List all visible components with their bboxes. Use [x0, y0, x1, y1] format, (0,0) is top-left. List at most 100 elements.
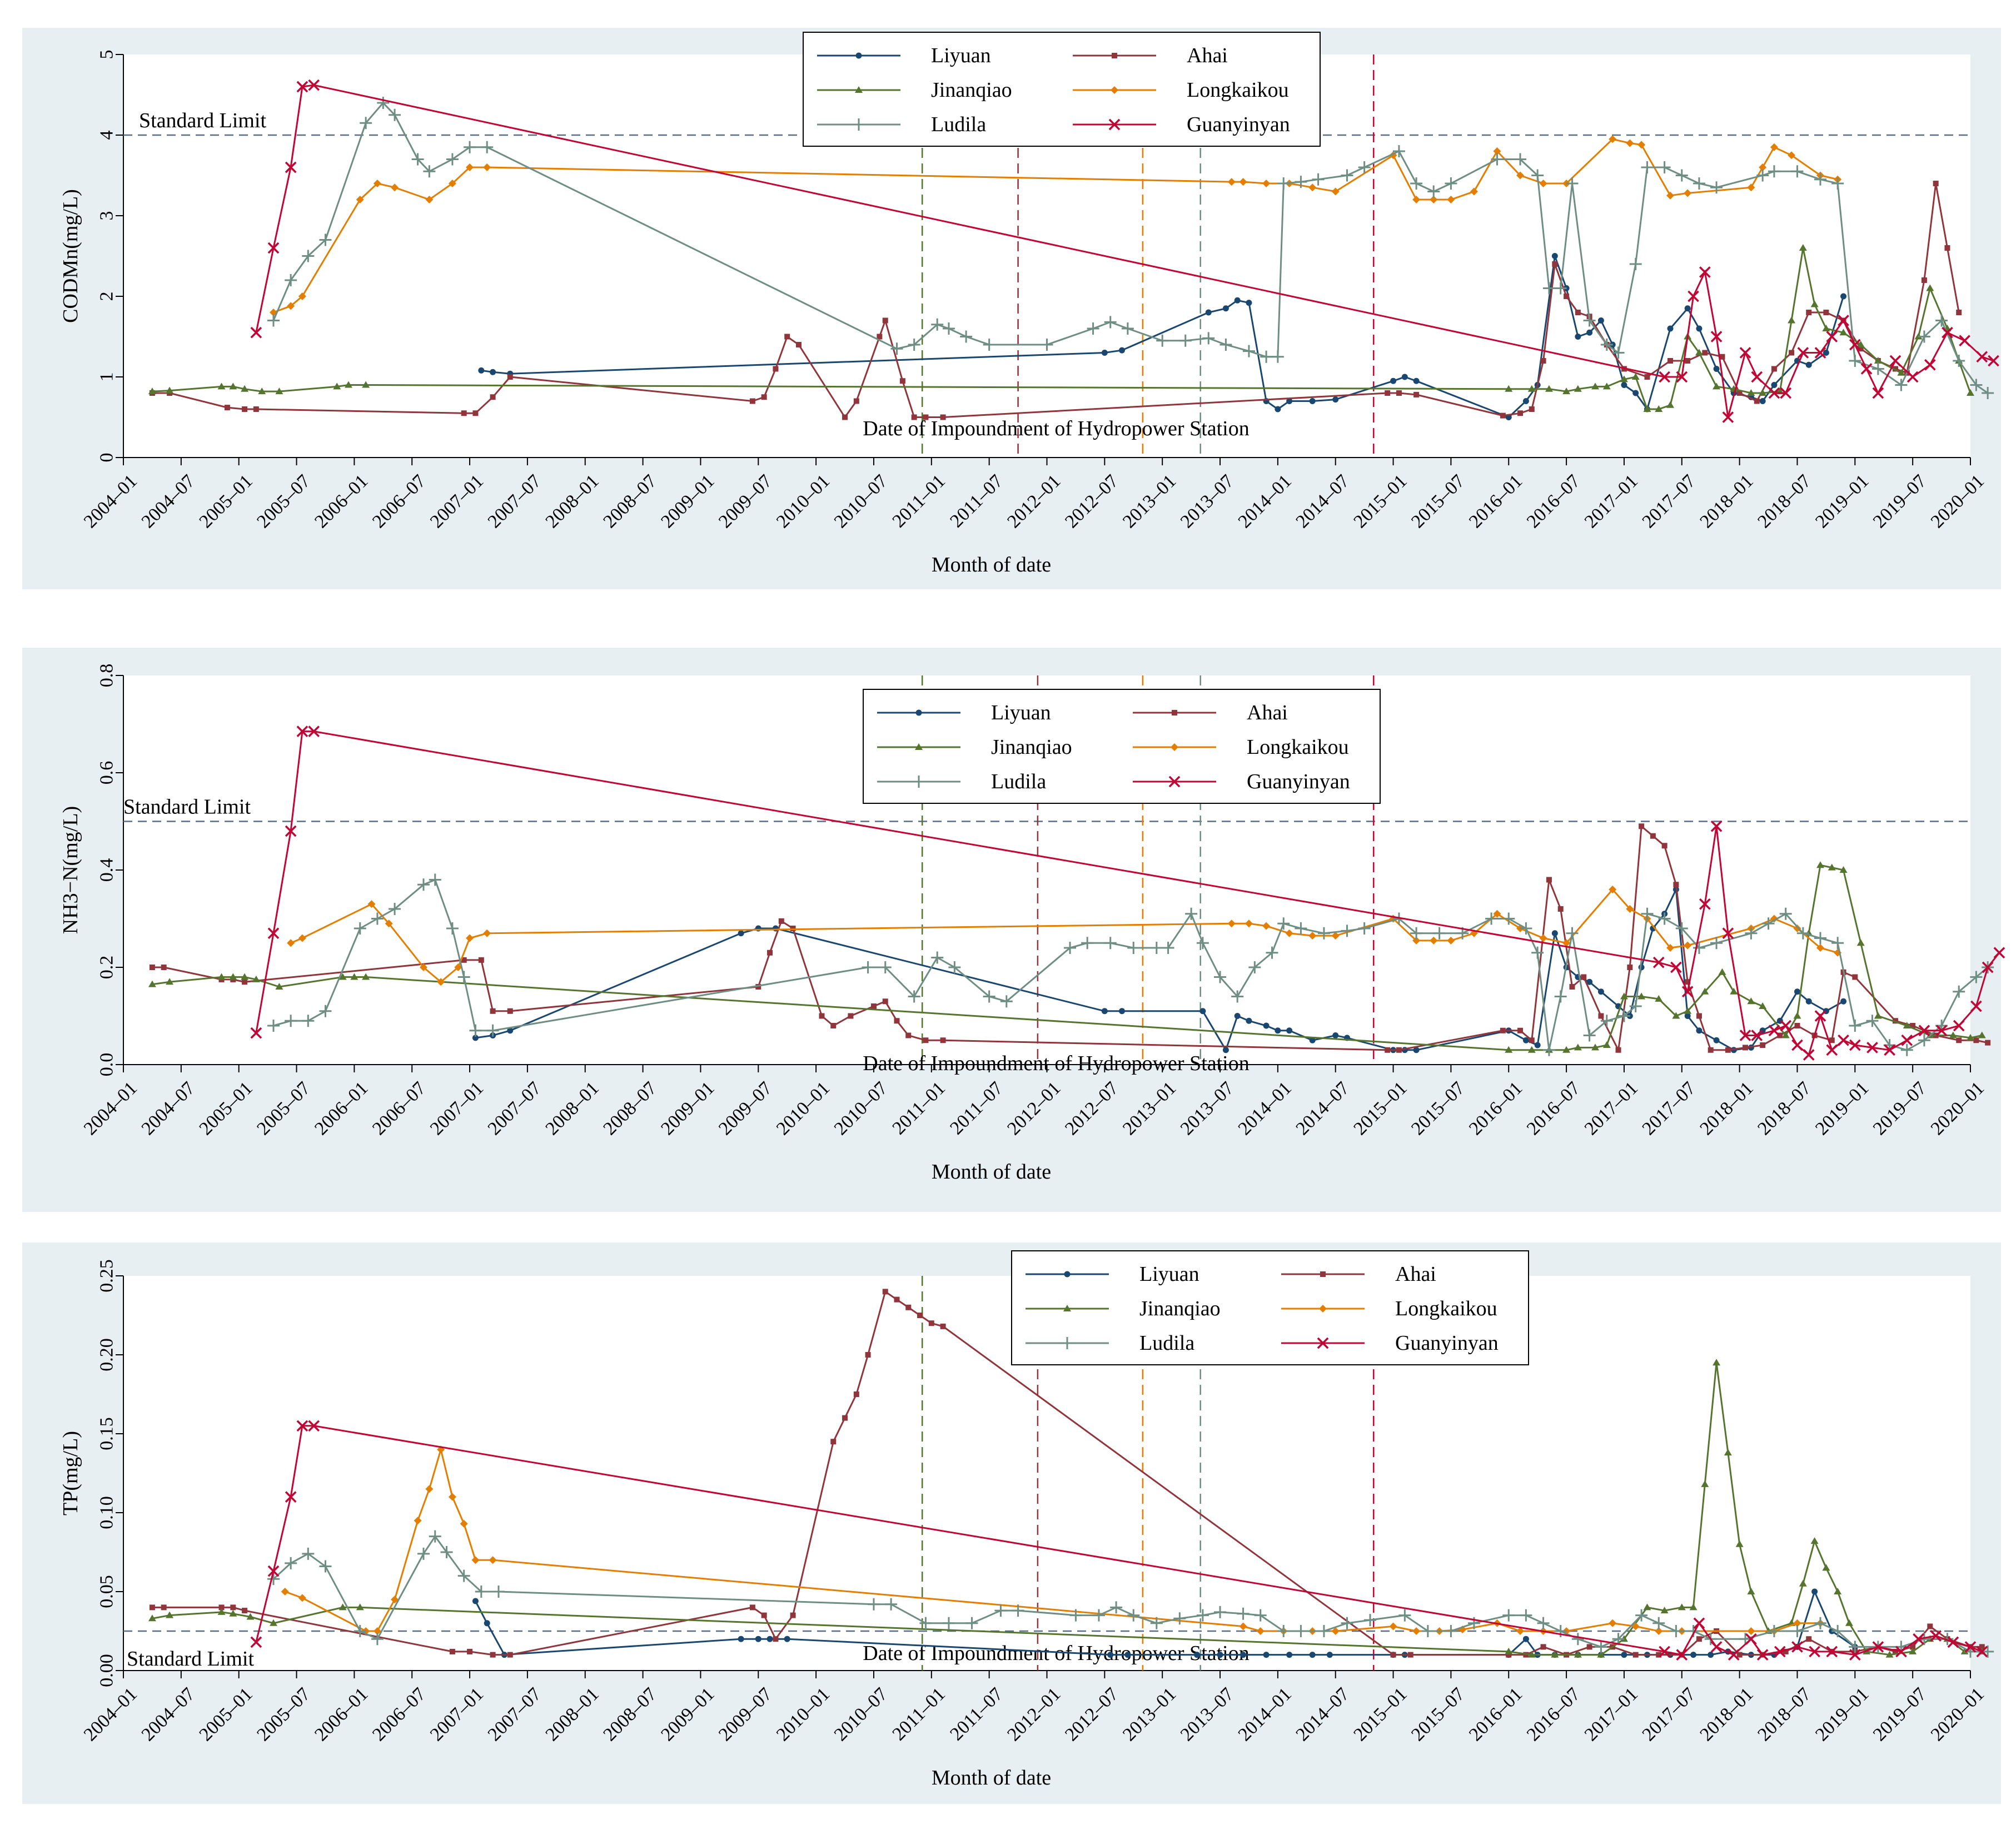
- nh3n-point-jinanqiao: [217, 973, 226, 980]
- nh3n-point-liyuan: [472, 1035, 479, 1041]
- codmn-point-guanyinyan: [1739, 347, 1751, 359]
- codmn-y-axis-label: CODMn(mg/L): [59, 189, 82, 323]
- tp-point-ludila: [1196, 1609, 1209, 1622]
- codmn-point-longkaikou: [373, 180, 381, 187]
- nh3n-legend-label-ahai: Ahai: [1247, 701, 1288, 724]
- codmn-point-longkaikou: [466, 163, 474, 171]
- tp-point-ludila: [1110, 1601, 1123, 1614]
- codmn-point-longkaikou: [1447, 196, 1455, 203]
- nh3n-point-longkaikou: [1539, 934, 1547, 942]
- nh3n-point-liyuan: [1794, 988, 1800, 995]
- nh3n-point-ahai: [1396, 1047, 1402, 1053]
- codmn-point-ludila: [1791, 165, 1804, 178]
- nh3n-point-jinanqiao: [1602, 1041, 1611, 1048]
- codmn-point-guanyinyan: [1976, 351, 1988, 363]
- tp-y-tick-label: 0.15: [97, 1417, 117, 1450]
- nh3n-point-ahai: [1639, 823, 1645, 829]
- nh3n-point-ludila: [1796, 927, 1809, 940]
- tp-point-ahai: [449, 1648, 455, 1654]
- tp-legend-label-longkaikou: Longkaikou: [1395, 1297, 1497, 1320]
- nh3n-point-guanyinyan: [1751, 1030, 1763, 1041]
- codmn-legend-marker-liyuan: [855, 52, 862, 59]
- nh3n-point-jinanqiao: [1793, 1012, 1801, 1019]
- tp-point-ludila: [492, 1586, 505, 1598]
- nh3n-point-guanyinyan: [1803, 1049, 1815, 1061]
- codmn-point-ahai: [842, 414, 848, 420]
- codmn-point-jinanqiao: [166, 386, 174, 394]
- nh3n-point-jinanqiao: [1701, 987, 1709, 995]
- tp-point-ludila: [267, 1573, 280, 1586]
- tp-point-jinanqiao: [1799, 1579, 1807, 1587]
- codmn-point-ludila: [1531, 169, 1544, 182]
- tp-point-ahai: [761, 1612, 767, 1618]
- tp-point-ahai: [830, 1439, 837, 1445]
- tp-point-ludila: [1554, 1625, 1567, 1637]
- tp-point-ahai: [490, 1652, 496, 1658]
- codmn-point-jinanqiao: [1602, 382, 1611, 390]
- codmn-point-liyuan: [1246, 300, 1252, 306]
- codmn-point-liyuan: [478, 367, 485, 374]
- codmn-point-liyuan: [1586, 329, 1593, 336]
- nh3n-point-longkaikou: [1816, 944, 1825, 952]
- nh3n-point-longkaikou: [437, 978, 445, 986]
- nh3n-point-guanyinyan: [1935, 1025, 1948, 1037]
- tp-point-ludila: [1254, 1609, 1267, 1622]
- nh3n-point-ahai: [1893, 1018, 1899, 1024]
- codmn-point-ahai: [911, 414, 917, 420]
- tp-legend-marker-longkaikou: [1319, 1305, 1327, 1313]
- codmn-point-ludila: [1768, 165, 1780, 178]
- tp-point-longkaikou: [1412, 1627, 1421, 1635]
- tp-point-ahai: [1927, 1623, 1933, 1629]
- codmn-point-longkaikou: [1747, 183, 1755, 192]
- nh3n-point-ludila: [1779, 907, 1792, 920]
- codmn-point-liyuan: [1667, 325, 1674, 332]
- codmn-point-ahai: [1719, 354, 1725, 360]
- tp-point-ahai: [467, 1648, 473, 1654]
- nh3n-series-line-guanyinyan: [255, 730, 2000, 1057]
- codmn-series-line-longkaikou: [273, 138, 1838, 314]
- tp-point-ahai: [1586, 1644, 1592, 1650]
- codmn-point-longkaikou: [448, 180, 456, 187]
- tp-point-ludila: [1595, 1641, 1607, 1653]
- nh3n-point-ludila: [446, 922, 459, 935]
- codmn-point-ahai: [1893, 366, 1899, 372]
- codmn-point-longkaikou: [1412, 196, 1421, 203]
- nh3n-point-liyuan: [1275, 1027, 1281, 1034]
- tp-point-jinanqiao: [356, 1603, 364, 1611]
- nh3n-y-tick-label: 0.6: [97, 761, 117, 785]
- tp-point-longkaikou: [281, 1588, 289, 1596]
- tp-point-liyuan: [766, 1636, 773, 1642]
- tp-point-longkaikou: [1256, 1627, 1265, 1635]
- tp-point-longkaikou: [391, 1596, 399, 1604]
- nh3n-point-longkaikou: [483, 929, 491, 937]
- codmn-point-ludila: [960, 330, 973, 343]
- nh3n-point-ludila: [1745, 927, 1758, 940]
- tp-point-longkaikou: [471, 1556, 480, 1564]
- nh3n-point-guanyinyan: [1826, 1044, 1838, 1056]
- codmn-point-jinanqiao: [1926, 284, 1934, 291]
- codmn-point-longkaikou: [1626, 139, 1634, 147]
- nh3n-point-jinanqiao: [1672, 1012, 1680, 1019]
- codmn-point-longkaikou: [391, 183, 399, 192]
- codmn-point-jinanqiao: [1620, 375, 1628, 382]
- tp-point-ludila: [1814, 1617, 1827, 1629]
- codmn-legend-label-ahai: Ahai: [1187, 44, 1228, 67]
- tp-point-ahai: [1407, 1652, 1413, 1658]
- codmn-point-ludila: [1583, 314, 1596, 327]
- codmn-point-ludila: [1629, 258, 1642, 270]
- nh3n-point-guanyinyan: [1849, 1039, 1861, 1051]
- nh3n-point-ludila: [1185, 907, 1198, 920]
- codmn-point-longkaikou: [356, 196, 364, 203]
- tp-point-ludila: [1445, 1625, 1457, 1637]
- codmn-point-longkaikou: [1262, 180, 1271, 187]
- codmn-y-tick-label: 5: [97, 50, 117, 59]
- nh3n-point-ludila: [1814, 932, 1827, 945]
- nh3n-point-jinanqiao: [252, 975, 260, 982]
- tp-point-jinanqiao: [1713, 1359, 1721, 1366]
- codmn-point-liyuan: [1771, 382, 1778, 388]
- nh3n-point-longkaikou: [1793, 925, 1801, 932]
- tp-point-ludila: [1421, 1625, 1434, 1637]
- nh3n-point-guanyinyan: [1953, 1020, 1965, 1032]
- nh3n-point-ahai: [461, 957, 467, 963]
- codmn-point-ludila: [285, 274, 297, 286]
